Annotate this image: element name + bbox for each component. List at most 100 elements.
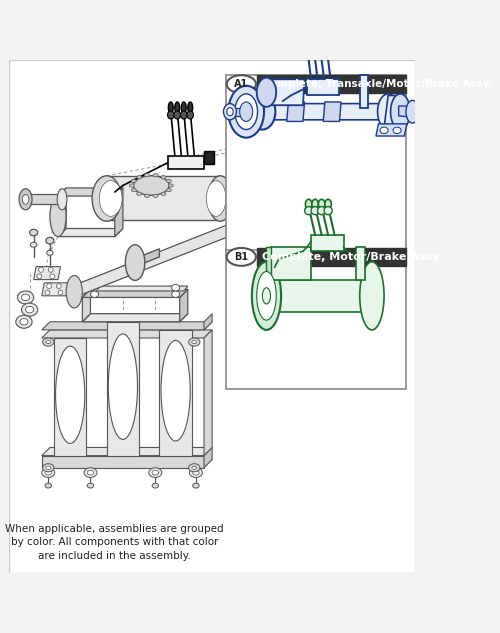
Polygon shape: [384, 96, 404, 128]
Ellipse shape: [298, 134, 304, 139]
Polygon shape: [42, 456, 204, 468]
Ellipse shape: [304, 206, 312, 215]
Ellipse shape: [20, 318, 28, 325]
Ellipse shape: [187, 111, 194, 119]
Ellipse shape: [228, 85, 264, 137]
Ellipse shape: [190, 468, 202, 477]
Polygon shape: [168, 156, 204, 169]
Ellipse shape: [312, 199, 318, 209]
Bar: [356, 247, 366, 280]
Ellipse shape: [300, 139, 306, 143]
Ellipse shape: [192, 341, 196, 344]
Ellipse shape: [285, 111, 293, 118]
Ellipse shape: [153, 194, 158, 197]
Ellipse shape: [18, 291, 34, 304]
Ellipse shape: [132, 189, 136, 192]
Ellipse shape: [380, 127, 388, 134]
Polygon shape: [42, 283, 68, 296]
Ellipse shape: [46, 284, 52, 289]
Ellipse shape: [262, 288, 270, 304]
Ellipse shape: [66, 275, 82, 308]
Polygon shape: [376, 124, 407, 136]
Polygon shape: [86, 286, 188, 291]
Ellipse shape: [22, 194, 29, 204]
Ellipse shape: [46, 341, 50, 344]
Ellipse shape: [226, 248, 256, 266]
Ellipse shape: [320, 154, 326, 159]
Ellipse shape: [56, 346, 85, 444]
Ellipse shape: [321, 125, 330, 132]
Polygon shape: [266, 79, 304, 105]
Ellipse shape: [90, 291, 98, 298]
Ellipse shape: [306, 199, 312, 209]
Ellipse shape: [336, 151, 355, 163]
Ellipse shape: [316, 47, 324, 55]
Ellipse shape: [311, 206, 319, 215]
Bar: [256, 75, 406, 93]
Ellipse shape: [378, 94, 398, 130]
Ellipse shape: [46, 251, 53, 255]
Ellipse shape: [226, 108, 233, 116]
Ellipse shape: [152, 483, 158, 488]
Ellipse shape: [316, 122, 336, 135]
Ellipse shape: [22, 294, 30, 301]
Ellipse shape: [250, 94, 276, 130]
Ellipse shape: [318, 146, 325, 151]
Ellipse shape: [303, 47, 311, 55]
Ellipse shape: [360, 262, 384, 330]
Ellipse shape: [300, 154, 307, 159]
Ellipse shape: [168, 102, 173, 113]
Polygon shape: [204, 151, 214, 163]
Ellipse shape: [304, 39, 310, 49]
Ellipse shape: [56, 284, 62, 289]
Polygon shape: [82, 314, 188, 322]
Ellipse shape: [310, 39, 317, 49]
Polygon shape: [42, 330, 212, 338]
Polygon shape: [299, 145, 332, 160]
Ellipse shape: [30, 242, 37, 247]
Ellipse shape: [37, 274, 42, 279]
Ellipse shape: [256, 272, 276, 320]
Ellipse shape: [84, 468, 97, 477]
Ellipse shape: [206, 180, 226, 216]
Polygon shape: [180, 289, 188, 322]
Ellipse shape: [288, 130, 294, 135]
Polygon shape: [230, 108, 242, 116]
Ellipse shape: [288, 159, 295, 163]
Polygon shape: [307, 79, 340, 96]
Text: A1: A1: [234, 79, 248, 89]
Ellipse shape: [188, 338, 200, 346]
Ellipse shape: [298, 120, 306, 127]
Ellipse shape: [42, 464, 54, 472]
Ellipse shape: [50, 196, 66, 237]
Ellipse shape: [172, 291, 179, 298]
Ellipse shape: [38, 267, 44, 272]
Ellipse shape: [136, 175, 141, 179]
Ellipse shape: [90, 284, 98, 291]
Text: Complete, Transaxle/Motor/Brake Assy.: Complete, Transaxle/Motor/Brake Assy.: [262, 79, 492, 89]
Ellipse shape: [256, 78, 276, 107]
Ellipse shape: [174, 111, 180, 119]
Ellipse shape: [45, 483, 52, 488]
Ellipse shape: [226, 75, 256, 93]
Ellipse shape: [50, 274, 55, 279]
Polygon shape: [311, 235, 344, 251]
Polygon shape: [115, 188, 123, 237]
Polygon shape: [266, 280, 372, 312]
Ellipse shape: [325, 146, 334, 153]
Ellipse shape: [166, 189, 172, 192]
Ellipse shape: [161, 192, 166, 196]
Polygon shape: [54, 338, 86, 456]
Polygon shape: [42, 448, 212, 456]
Polygon shape: [26, 194, 62, 204]
Ellipse shape: [42, 338, 54, 346]
Ellipse shape: [48, 267, 53, 272]
Polygon shape: [34, 266, 60, 280]
Ellipse shape: [323, 39, 330, 49]
Ellipse shape: [26, 306, 34, 313]
Polygon shape: [285, 158, 321, 172]
Bar: [226, 248, 406, 389]
Polygon shape: [58, 188, 66, 237]
Bar: [226, 75, 406, 249]
Ellipse shape: [108, 334, 138, 439]
